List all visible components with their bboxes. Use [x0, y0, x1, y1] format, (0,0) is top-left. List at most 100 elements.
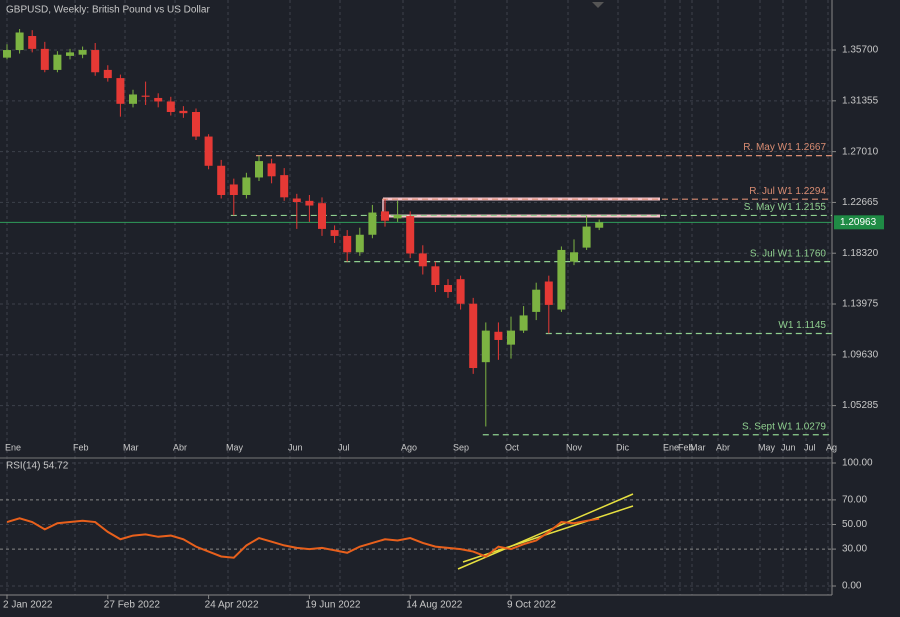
- y-tick-label: 1.31355: [842, 95, 879, 106]
- month-label: Oct: [505, 442, 520, 452]
- chart-title: GBPUSD, Weekly: British Pound vs US Doll…: [6, 5, 210, 16]
- candle-body: [267, 163, 276, 177]
- candle-body: [595, 222, 604, 228]
- candle-body: [469, 303, 478, 369]
- y-tick-label: 1.09630: [842, 349, 879, 360]
- y-tick-label: 1.05285: [842, 400, 879, 411]
- candle-body: [116, 78, 125, 104]
- level-label: R. May W1 1.2667: [743, 142, 826, 153]
- month-label: Mar: [123, 442, 139, 452]
- month-label: Dic: [616, 442, 629, 452]
- candle-body: [40, 48, 49, 70]
- level-label: S. May W1 1.2155: [744, 202, 827, 213]
- candle-body: [557, 249, 566, 310]
- candle-body: [381, 211, 389, 221]
- candle-body: [91, 50, 100, 73]
- rsi-tick-label: 70.00: [842, 495, 867, 506]
- y-tick-label: 1.35700: [842, 45, 879, 56]
- candle-body: [444, 285, 452, 293]
- candle-body: [280, 175, 289, 198]
- candle-body: [532, 289, 541, 312]
- candle-body: [66, 52, 74, 56]
- candle-body: [242, 177, 251, 195]
- y-tick-label: 1.18320: [842, 248, 879, 259]
- level-label: S. Sept W1 1.0279: [742, 421, 826, 432]
- rsi-tick-label: 0.00: [842, 581, 862, 592]
- candle-body: [192, 111, 200, 137]
- candle-body: [330, 230, 339, 236]
- month-label: May: [758, 442, 776, 452]
- month-label: Jun: [288, 442, 303, 452]
- month-label: Feb: [678, 442, 694, 452]
- level-label: W1 1.1145: [778, 320, 826, 331]
- candle-body: [570, 252, 578, 262]
- candle-body: [53, 54, 62, 70]
- candle-body: [217, 165, 226, 195]
- candle-body: [103, 69, 112, 79]
- month-label: Sep: [453, 442, 469, 452]
- month-label: Abr: [716, 442, 730, 452]
- current-price-box: [834, 215, 884, 230]
- month-label: Ene: [663, 442, 679, 452]
- candle-body: [494, 331, 503, 340]
- y-tick-label: 1.22665: [842, 197, 879, 208]
- candle-body: [229, 184, 238, 195]
- candle-body: [418, 253, 427, 267]
- current-price-label: 1.20963: [840, 217, 877, 228]
- x-tick-label: 2 Jan 2022: [3, 600, 53, 611]
- candle-body: [481, 330, 490, 363]
- candle-body: [406, 216, 415, 254]
- candle-body: [368, 212, 377, 235]
- candle-body: [28, 36, 37, 49]
- month-label: Jul: [804, 442, 816, 452]
- month-label: Ago: [401, 442, 417, 452]
- month-label: Jun: [781, 442, 796, 452]
- y-tick-label: 1.27010: [842, 146, 879, 157]
- candle-body: [305, 200, 314, 206]
- candle-body: [431, 266, 440, 286]
- month-label: Nov: [566, 442, 583, 452]
- candle-body: [343, 235, 352, 253]
- candle-body: [456, 279, 465, 304]
- grid: [0, 0, 832, 595]
- candle-body: [544, 281, 553, 305]
- rsi-tick-label: 50.00: [842, 519, 867, 530]
- candle-body: [355, 234, 364, 253]
- month-label: Ene: [5, 442, 21, 452]
- candle-body: [507, 330, 515, 345]
- candle-body: [154, 97, 163, 102]
- scroll-marker: [592, 2, 604, 8]
- level-label: R. Jul W1 1.2294: [749, 186, 826, 197]
- candle-body: [166, 101, 175, 112]
- rsi-tick-label: 100.00: [842, 458, 873, 469]
- candle-body: [204, 136, 213, 166]
- month-label: May: [226, 442, 244, 452]
- candle-body: [255, 161, 263, 178]
- candle-body: [78, 50, 87, 55]
- month-label: Feb: [73, 442, 89, 452]
- rsi-label: RSI(14) 54.72: [6, 461, 69, 472]
- month-label: Mar: [690, 442, 706, 452]
- x-tick-label: 9 Oct 2022: [507, 600, 556, 611]
- x-tick-label: 14 Aug 2022: [406, 600, 463, 611]
- x-tick-label: 27 Feb 2022: [104, 600, 161, 611]
- y-tick-label: 1.13975: [842, 299, 879, 310]
- month-label: Jul: [338, 442, 350, 452]
- candle-body: [393, 214, 402, 219]
- candle-body: [3, 50, 11, 58]
- candle-body: [179, 110, 188, 114]
- rsi-line: [6, 517, 600, 559]
- candle-body: [15, 32, 24, 51]
- rsi-tick-label: 30.00: [842, 544, 867, 555]
- candle-body: [318, 203, 326, 229]
- candle-body: [519, 315, 528, 331]
- candle-body: [582, 226, 591, 248]
- x-tick-label: 19 Jun 2022: [305, 600, 360, 611]
- x-tick-label: 24 Apr 2022: [205, 600, 259, 611]
- candle-body: [292, 198, 301, 203]
- candle-body: [141, 95, 150, 97]
- month-label: Ag: [826, 442, 837, 452]
- month-label: Abr: [173, 442, 187, 452]
